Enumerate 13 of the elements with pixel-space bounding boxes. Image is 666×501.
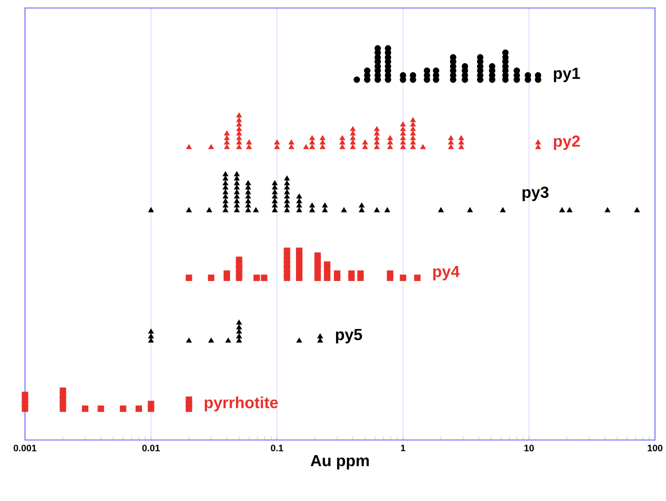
x-tick-label: 0.01 (142, 444, 160, 452)
series-label: py1 (554, 68, 580, 82)
x-axis-title: Au ppm (310, 455, 369, 470)
series-label: py2 (554, 135, 580, 150)
x-tick-label: 10 (524, 444, 534, 452)
series-label: py5 (336, 329, 362, 344)
series-label: py4 (433, 266, 460, 280)
x-tick-label: 0.001 (14, 444, 36, 452)
series-label: pyrrhotite (204, 396, 278, 412)
x-tick-label: 1 (400, 444, 406, 452)
series-label: py3 (522, 186, 549, 202)
x-tick-label: 100 (648, 444, 662, 452)
x-tick-label: 0.1 (270, 444, 284, 452)
